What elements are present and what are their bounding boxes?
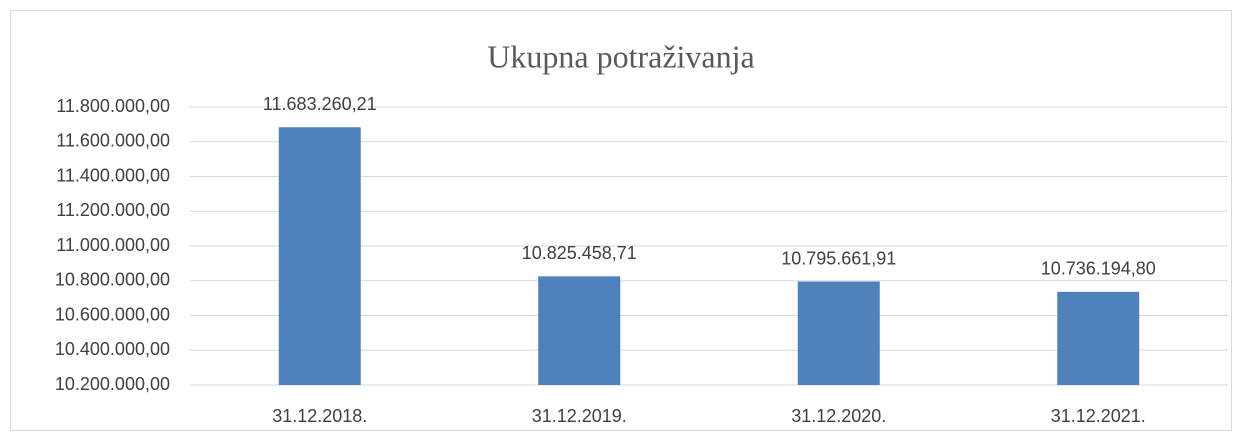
chart-title: Ukupna potraživanja	[487, 38, 754, 74]
y-tick-label: 10.600.000,00	[55, 304, 170, 324]
y-tick-label: 11.400.000,00	[56, 165, 170, 185]
data-label: 10.736.194,80	[1041, 259, 1156, 279]
y-tick-label: 11.000.000,00	[56, 235, 170, 255]
y-tick-label: 10.800.000,00	[55, 270, 170, 290]
data-label: 11.683.260,21	[263, 94, 377, 114]
y-tick-label: 11.200.000,00	[56, 200, 170, 220]
bar	[797, 281, 880, 385]
y-tick-label: 11.800.000,00	[56, 96, 170, 116]
x-tick-label: 31.12.2021.	[1051, 406, 1146, 426]
bar	[538, 276, 621, 385]
x-tick-label: 31.12.2018.	[272, 406, 367, 426]
y-tick-label: 10.200.000,00	[55, 374, 170, 394]
bar	[1057, 291, 1140, 385]
x-tick-label: 31.12.2020.	[791, 406, 886, 426]
y-tick-label: 10.400.000,00	[55, 339, 170, 359]
data-label: 10.825.458,71	[522, 243, 637, 263]
y-tick-label: 11.600.000,00	[56, 131, 170, 151]
x-tick-label: 31.12.2019.	[532, 406, 627, 426]
bar	[278, 127, 361, 385]
chart-frame	[10, 10, 1232, 431]
data-label: 10.795.661,91	[781, 248, 896, 268]
